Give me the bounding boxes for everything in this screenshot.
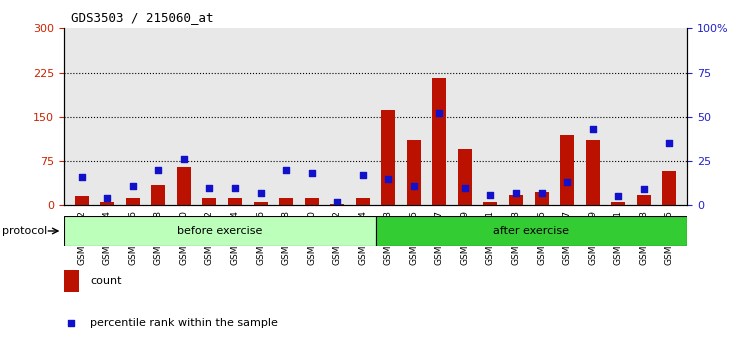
Point xyxy=(535,190,547,196)
Point xyxy=(76,174,88,180)
Text: protocol: protocol xyxy=(2,226,47,236)
Bar xyxy=(662,171,677,205)
Point xyxy=(382,176,394,182)
Point xyxy=(101,195,113,201)
Bar xyxy=(560,135,574,205)
Point xyxy=(65,320,77,326)
Bar xyxy=(177,167,191,205)
Point xyxy=(204,185,216,190)
Point xyxy=(127,183,139,189)
Point xyxy=(306,171,318,176)
Bar xyxy=(407,141,421,205)
Text: before exercise: before exercise xyxy=(177,226,262,236)
Point xyxy=(357,172,369,178)
Point xyxy=(612,194,624,199)
Bar xyxy=(203,198,216,205)
Text: count: count xyxy=(90,276,122,286)
Point xyxy=(433,110,445,116)
Bar xyxy=(100,202,114,205)
Point xyxy=(280,167,292,173)
Bar xyxy=(228,198,242,205)
Point xyxy=(510,190,522,196)
Point xyxy=(178,156,190,162)
Bar xyxy=(458,149,472,205)
Bar xyxy=(535,192,548,205)
Bar xyxy=(254,202,267,205)
Bar xyxy=(305,198,318,205)
Bar xyxy=(484,202,497,205)
Point xyxy=(152,167,164,173)
Bar xyxy=(64,216,376,246)
Point xyxy=(587,126,599,132)
Point xyxy=(255,190,267,196)
Point xyxy=(561,179,573,185)
Bar xyxy=(433,79,446,205)
Bar xyxy=(279,198,293,205)
Bar xyxy=(356,198,369,205)
Bar xyxy=(611,202,626,205)
Point xyxy=(663,141,675,146)
Bar xyxy=(330,204,344,205)
Bar xyxy=(509,195,523,205)
Bar xyxy=(586,141,599,205)
Bar xyxy=(74,196,89,205)
Text: after exercise: after exercise xyxy=(493,226,569,236)
Bar xyxy=(382,110,395,205)
Point xyxy=(331,199,343,205)
Bar xyxy=(152,185,165,205)
Bar xyxy=(637,195,651,205)
Text: GDS3503 / 215060_at: GDS3503 / 215060_at xyxy=(71,11,214,24)
Bar xyxy=(376,216,687,246)
Point xyxy=(229,185,241,190)
Bar xyxy=(125,198,140,205)
Point xyxy=(484,192,496,198)
Point xyxy=(638,187,650,192)
Point xyxy=(408,183,420,189)
Bar xyxy=(64,270,79,292)
Text: percentile rank within the sample: percentile rank within the sample xyxy=(90,318,278,328)
Point xyxy=(459,185,471,190)
